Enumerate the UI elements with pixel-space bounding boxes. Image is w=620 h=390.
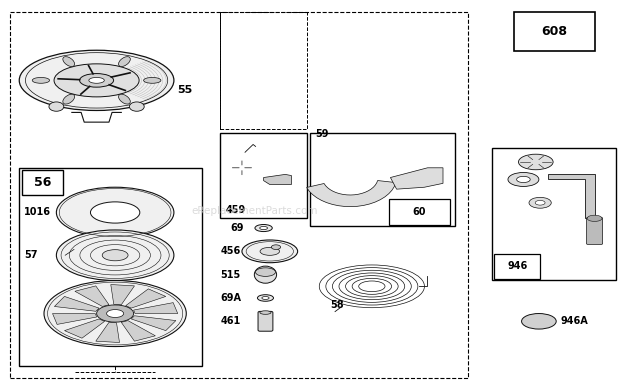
- Ellipse shape: [102, 250, 128, 261]
- Ellipse shape: [260, 227, 267, 230]
- Ellipse shape: [262, 296, 269, 300]
- FancyBboxPatch shape: [389, 199, 450, 225]
- Ellipse shape: [63, 57, 74, 67]
- Text: 608: 608: [541, 25, 567, 38]
- Polygon shape: [122, 321, 156, 341]
- Ellipse shape: [254, 266, 277, 283]
- Ellipse shape: [508, 172, 539, 186]
- Polygon shape: [264, 174, 291, 184]
- Text: 459: 459: [225, 205, 246, 215]
- Ellipse shape: [535, 200, 545, 205]
- Ellipse shape: [255, 225, 272, 232]
- Text: 58: 58: [330, 300, 343, 310]
- Text: 59: 59: [315, 129, 329, 139]
- Ellipse shape: [32, 78, 50, 83]
- Text: 57: 57: [24, 250, 38, 260]
- Polygon shape: [53, 314, 97, 324]
- Ellipse shape: [521, 314, 556, 329]
- Text: 456: 456: [220, 246, 241, 256]
- Polygon shape: [391, 168, 443, 189]
- FancyBboxPatch shape: [258, 311, 273, 331]
- Polygon shape: [126, 289, 166, 308]
- Text: 461: 461: [220, 316, 241, 326]
- Ellipse shape: [54, 64, 139, 97]
- Ellipse shape: [587, 215, 602, 222]
- Ellipse shape: [272, 245, 281, 250]
- Polygon shape: [64, 319, 105, 338]
- Ellipse shape: [63, 94, 74, 104]
- Ellipse shape: [516, 176, 530, 183]
- Text: eReplacementParts.com: eReplacementParts.com: [191, 206, 317, 216]
- Text: 60: 60: [413, 207, 426, 217]
- FancyBboxPatch shape: [514, 12, 595, 51]
- Ellipse shape: [260, 247, 280, 255]
- FancyBboxPatch shape: [220, 133, 307, 218]
- Ellipse shape: [19, 50, 174, 110]
- Polygon shape: [96, 322, 120, 342]
- FancyBboxPatch shape: [492, 148, 616, 280]
- Polygon shape: [55, 296, 99, 311]
- Ellipse shape: [97, 305, 134, 322]
- Ellipse shape: [89, 78, 104, 83]
- Ellipse shape: [79, 74, 113, 87]
- Ellipse shape: [518, 154, 553, 170]
- Ellipse shape: [118, 94, 130, 104]
- Ellipse shape: [242, 240, 298, 263]
- FancyBboxPatch shape: [494, 254, 540, 279]
- Ellipse shape: [56, 187, 174, 238]
- Ellipse shape: [107, 310, 123, 317]
- Text: 515: 515: [220, 269, 241, 280]
- Ellipse shape: [118, 57, 130, 67]
- Text: 69A: 69A: [220, 293, 241, 303]
- Circle shape: [49, 102, 64, 111]
- Ellipse shape: [91, 202, 140, 223]
- Ellipse shape: [260, 311, 271, 314]
- Text: 69: 69: [231, 223, 244, 233]
- Circle shape: [130, 102, 144, 111]
- FancyBboxPatch shape: [587, 218, 603, 245]
- Ellipse shape: [144, 78, 161, 83]
- Text: 1016: 1016: [24, 207, 51, 218]
- Polygon shape: [131, 316, 176, 331]
- Ellipse shape: [44, 280, 186, 347]
- FancyBboxPatch shape: [22, 170, 63, 195]
- Polygon shape: [548, 174, 595, 218]
- Text: 946: 946: [507, 261, 528, 271]
- Polygon shape: [133, 303, 178, 314]
- Text: 56: 56: [34, 176, 51, 189]
- Ellipse shape: [257, 295, 273, 301]
- Text: 946A: 946A: [560, 316, 588, 326]
- Text: 55: 55: [177, 85, 192, 95]
- Polygon shape: [75, 286, 109, 307]
- FancyBboxPatch shape: [10, 12, 467, 378]
- Ellipse shape: [56, 230, 174, 280]
- FancyBboxPatch shape: [19, 168, 202, 366]
- Ellipse shape: [255, 268, 275, 277]
- Ellipse shape: [529, 197, 551, 208]
- Polygon shape: [111, 285, 135, 305]
- Polygon shape: [307, 181, 396, 207]
- FancyBboxPatch shape: [310, 133, 455, 226]
